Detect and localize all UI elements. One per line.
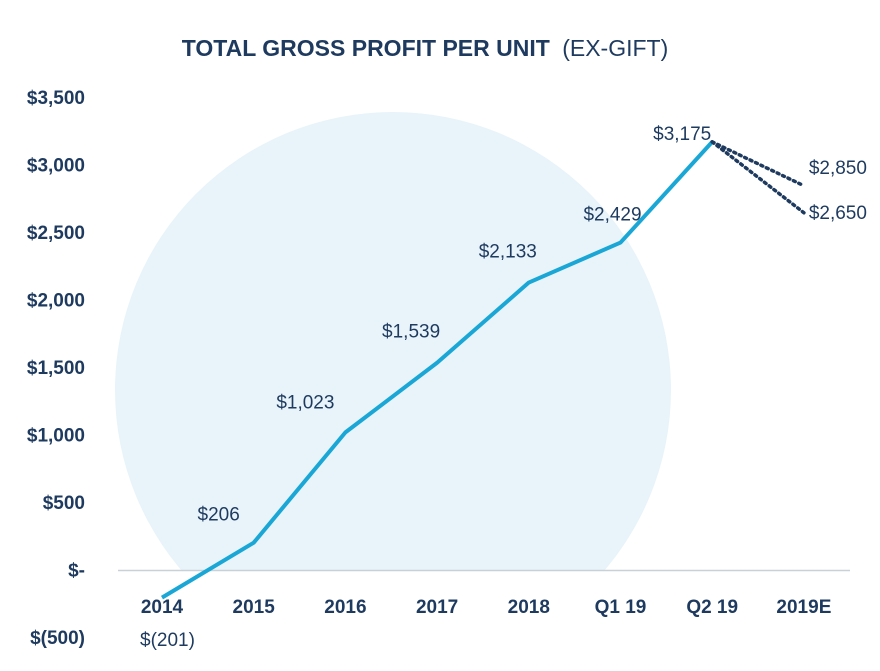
y-tick-label: $2,500: [27, 223, 85, 244]
y-tick-label: $500: [43, 493, 85, 514]
data-label: $3,175: [653, 124, 711, 145]
y-tick-label: $2,000: [27, 291, 85, 312]
chart-title: TOTAL GROSS PROFIT PER UNIT (EX-GIFT): [182, 35, 668, 61]
y-tick-label: $3,000: [27, 156, 85, 177]
x-tick-label: 2017: [416, 597, 458, 618]
chart-subtitle: (EX-GIFT): [562, 35, 668, 61]
y-tick-label: $1,000: [27, 426, 85, 447]
data-label: $1,023: [276, 392, 334, 413]
data-label: $206: [198, 505, 240, 526]
y-tick-label: $3,500: [27, 88, 85, 109]
x-tick-label: 2014: [141, 597, 184, 618]
forecast-dotted-line: [710, 140, 806, 215]
x-tick-label: 2015: [233, 597, 276, 618]
x-tick-label: 2019E: [776, 597, 831, 618]
series-line: [160, 140, 714, 600]
y-tick-label: $(500): [30, 628, 85, 649]
data-label: $2,133: [479, 242, 537, 263]
x-tick-label: Q1 19: [595, 597, 647, 618]
data-label: $1,539: [382, 322, 440, 343]
x-tick-label: 2016: [324, 597, 366, 618]
chart-title-main: TOTAL GROSS PROFIT PER UNIT: [182, 35, 550, 61]
x-tick-label: 2018: [508, 597, 550, 618]
forecast-data-label: $2,850: [809, 158, 867, 179]
forecast-dotted-line: [710, 140, 806, 188]
data-label: $2,429: [583, 205, 641, 226]
y-tick-label: $-: [68, 561, 85, 582]
y-tick-label: $1,500: [27, 358, 85, 379]
background-circle: [115, 112, 671, 571]
x-tick-label: Q2 19: [686, 597, 738, 618]
forecast-data-label: $2,650: [809, 203, 867, 224]
data-label: $(201): [140, 630, 195, 651]
